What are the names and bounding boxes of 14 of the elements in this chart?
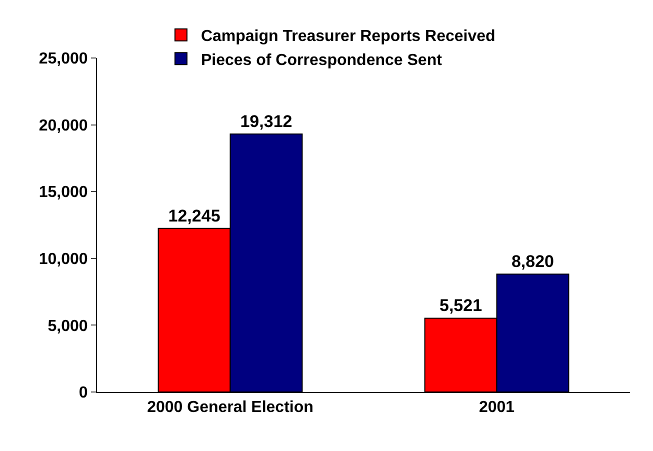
y-tick-label: 25,000	[38, 50, 88, 68]
y-tick-label: 0	[78, 384, 88, 402]
data-label: 12,245	[168, 206, 220, 226]
data-label: 5,521	[439, 296, 482, 316]
x-tick-label: 2000 General Election	[147, 399, 314, 416]
x-tick-label: 2001	[478, 399, 515, 416]
y-tick-label: 5,000	[48, 318, 88, 335]
legend-label: Campaign Treasurer Reports Received	[200, 28, 496, 46]
data-label: 19,312	[240, 112, 292, 131]
data-label: 8,820	[511, 252, 554, 272]
y-tick-label: 15,000	[38, 184, 88, 202]
legend-label: Pieces of Correspondence Sent	[200, 52, 443, 69]
y-tick-label: 20,000	[38, 117, 88, 134]
y-tick-label: 10,000	[38, 251, 88, 268]
